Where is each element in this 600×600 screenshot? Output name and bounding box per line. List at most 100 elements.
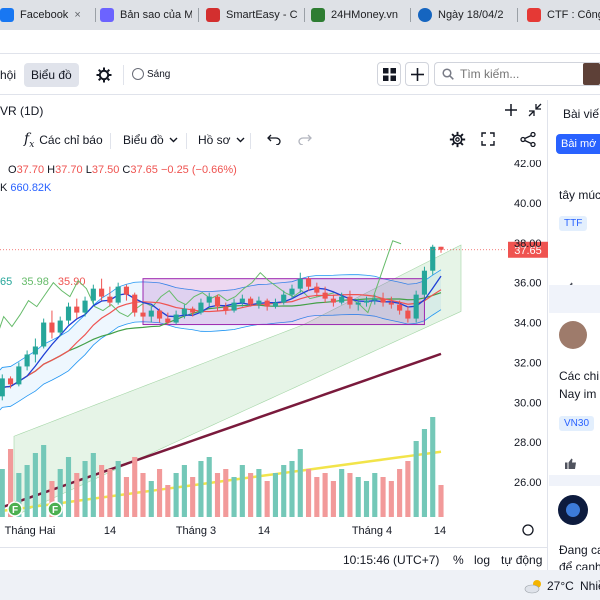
browser-address-bar — [0, 30, 600, 54]
change-value: −0.25 (−0.66%) — [160, 164, 237, 176]
chevron-down-icon — [236, 137, 245, 143]
weather-description[interactable]: Nhiề — [580, 579, 600, 593]
theme-toggle[interactable]: Sáng — [132, 68, 170, 80]
price-tick-label: 34.00 — [514, 318, 542, 330]
settings-gear-icon[interactable] — [96, 67, 112, 83]
volume-bar — [405, 461, 411, 517]
time-tick-label: Tháng 3 — [176, 525, 216, 537]
candle-body — [0, 378, 5, 397]
candle-body — [24, 354, 30, 367]
user-avatar[interactable] — [558, 495, 588, 525]
search-icon — [442, 68, 454, 80]
candle-body — [363, 300, 370, 303]
candle-body — [132, 294, 138, 313]
candle-body — [99, 288, 105, 297]
price-tick-label: 30.00 — [514, 397, 542, 409]
chart-type-menu[interactable]: Biểu đồ — [123, 129, 178, 151]
price-tick-label: 36.00 — [514, 278, 542, 290]
time-tick-label: 14 — [104, 525, 116, 537]
post-card[interactable]: Bài viế Bài mớ tây múc TTF — [549, 100, 600, 285]
candle-body — [165, 318, 171, 323]
volume-bar — [165, 485, 171, 517]
volume-bar — [41, 445, 47, 517]
price-tick-label: 42.00 — [514, 160, 542, 170]
ticker-tag[interactable]: VN30 — [559, 416, 595, 431]
candle-body — [90, 288, 96, 301]
candle-body — [123, 286, 130, 295]
ticker-tag[interactable]: TTF — [559, 216, 588, 231]
browser-tab-smarteasy[interactable]: SmartEasy - C — [206, 3, 298, 27]
volume-bar — [156, 469, 163, 517]
volume-bar — [256, 469, 262, 517]
candle-body — [206, 296, 212, 303]
user-avatar[interactable] — [583, 63, 600, 85]
volume-bar — [339, 469, 345, 517]
candle-body — [41, 322, 47, 347]
browser-tab-ban-sao[interactable]: Bản sao của M — [100, 3, 192, 27]
candle-body — [413, 294, 419, 319]
browser-tab-facebook[interactable]: Facebook × — [0, 3, 92, 27]
share-icon[interactable] — [520, 132, 536, 147]
percent-scale-button[interactable]: % — [453, 553, 464, 567]
auto-scale-button[interactable]: tự động — [501, 553, 543, 567]
add-button[interactable] — [405, 62, 429, 86]
post-card[interactable]: Đang ca để canh — [549, 486, 600, 570]
smarteasy-favicon-icon — [206, 8, 220, 22]
function-fx-icon: fx — [24, 130, 35, 150]
tab-separator — [95, 8, 96, 22]
event-marker-label: F — [52, 505, 58, 516]
user-avatar[interactable] — [559, 321, 587, 349]
symbol-tab[interactable]: VR (1D) — [0, 104, 44, 118]
volume-bar — [65, 457, 72, 517]
undo-icon[interactable] — [267, 133, 281, 145]
toggle-circle-icon — [132, 68, 144, 80]
axis-settings-icon — [522, 524, 534, 536]
clock-readout: 10:15:46 (UTC+7) — [343, 553, 440, 567]
candle-body — [305, 278, 312, 287]
plus-icon[interactable] — [505, 104, 517, 116]
redo-icon[interactable] — [298, 133, 312, 145]
grid-icon — [383, 68, 396, 81]
fullscreen-icon[interactable] — [481, 132, 495, 146]
collapse-arrows-icon[interactable] — [528, 103, 542, 117]
candle-body — [198, 302, 204, 313]
browser-tab-ctf[interactable]: CTF : Công ty — [527, 3, 600, 27]
chart-bottom-bar: 10:15:46 (UTC+7) % log tự động — [0, 547, 548, 570]
volume-bar — [397, 469, 403, 517]
ichimoku-cloud — [13, 244, 462, 517]
app-toolbar: hội Biểu đồ Sáng — [0, 55, 600, 95]
tab-separator — [517, 8, 518, 22]
thumbs-up-icon[interactable] — [565, 458, 577, 469]
price-chart[interactable]: 37.65 42.00 40.00 38.00 36.00 34.00 32.00 30.00… — [0, 160, 548, 570]
browser-tab-24hmoney[interactable]: 24HMoney.vn — [311, 3, 403, 27]
browser-tab-ngay[interactable]: Ngày 18/04/2 — [418, 3, 510, 27]
candle-body — [65, 306, 72, 321]
volume-bar — [181, 465, 187, 517]
new-posts-button[interactable]: Bài mớ — [556, 134, 600, 154]
candle-body — [32, 346, 38, 355]
event-marker — [47, 501, 63, 517]
thumbs-up-icon[interactable] — [565, 282, 577, 285]
candle-body — [57, 320, 63, 333]
volume-bar — [0, 469, 5, 517]
candle-body — [430, 246, 436, 271]
nav-item-partial[interactable]: hội — [0, 68, 17, 82]
nav-item-chart[interactable]: Biểu đồ — [24, 63, 79, 87]
volume-bar — [190, 477, 196, 517]
volume-bar — [347, 473, 353, 517]
search-input[interactable] — [460, 67, 550, 81]
search-box[interactable] — [434, 62, 600, 86]
log-scale-button[interactable]: log — [474, 553, 491, 567]
volume-bar — [322, 473, 328, 517]
candle-body — [438, 246, 444, 250]
indicators-button[interactable]: fx Các chỉ báo — [24, 129, 103, 151]
tab-close-icon[interactable]: × — [74, 9, 81, 21]
volume-bar — [107, 469, 113, 517]
post-card[interactable]: Các chi Nay im VN30 — [549, 313, 600, 475]
price-tick-label: 26.00 — [514, 477, 542, 489]
layout-grid-button[interactable] — [377, 62, 401, 86]
candle-body — [272, 302, 279, 307]
weather-temperature[interactable]: 27°C — [547, 579, 574, 593]
settings-gear-icon[interactable] — [449, 131, 466, 148]
profile-menu[interactable]: Hồ sơ — [198, 129, 245, 151]
